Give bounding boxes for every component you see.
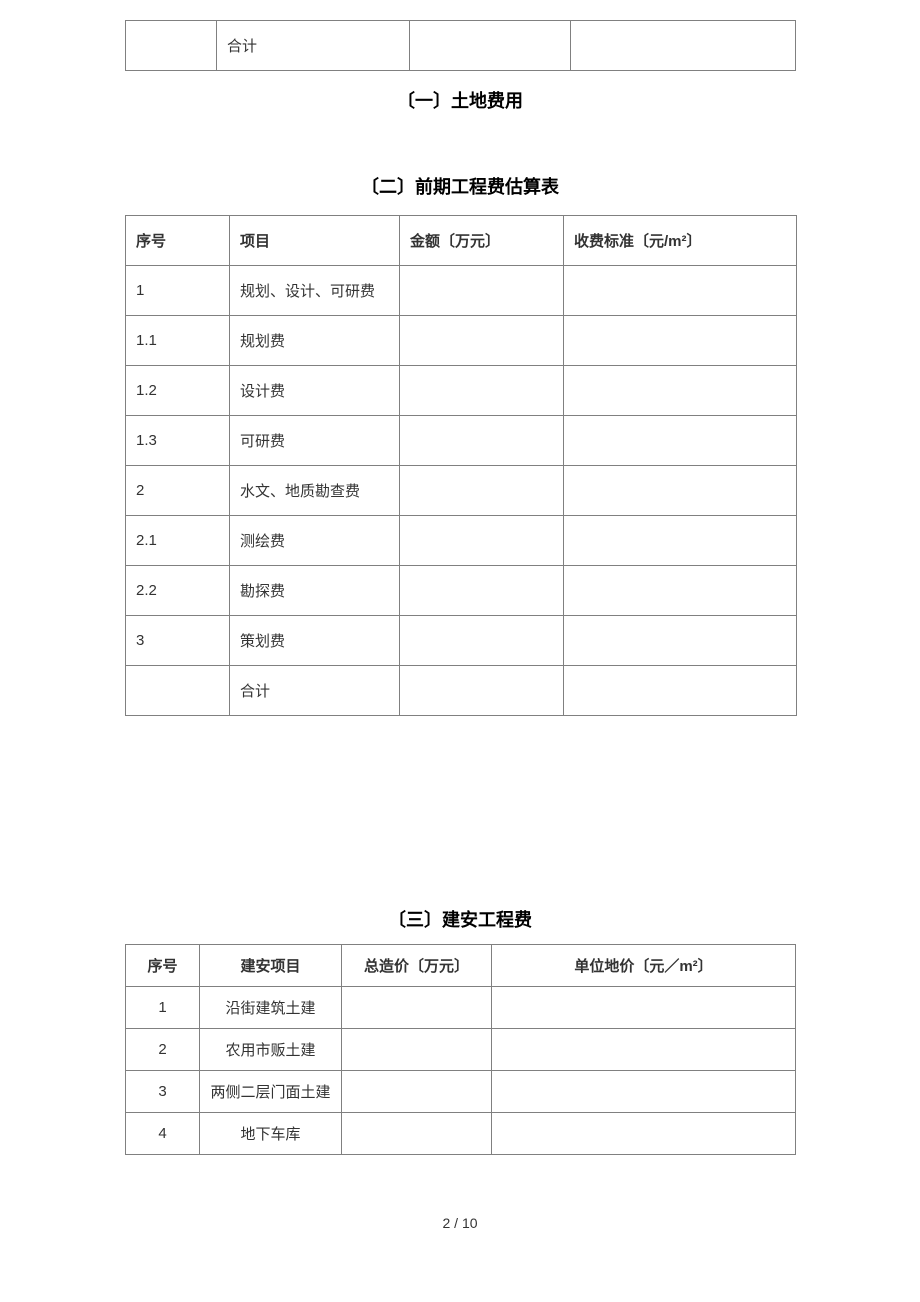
- table-cell: 策划费: [230, 616, 400, 666]
- spacer: [125, 716, 795, 906]
- table-row: 合计: [126, 21, 796, 71]
- table-cell: 2.1: [126, 516, 230, 566]
- table-cell: [342, 987, 492, 1029]
- table-row: 1规划、设计、可研费: [126, 266, 797, 316]
- section-title-land-fee: 〔一〕土地费用: [125, 87, 795, 113]
- table-cell: 两侧二层门面土建: [200, 1071, 342, 1113]
- table-cell: [492, 1029, 796, 1071]
- col-build-item: 建安项目: [200, 945, 342, 987]
- table-row: 2.1测绘费: [126, 516, 797, 566]
- table-row: 合计: [126, 666, 797, 716]
- table-cell: 合计: [230, 666, 400, 716]
- table-cell: [564, 266, 797, 316]
- table3-body: 1沿街建筑土建2农用市贩土建3两侧二层门面土建4地下车库: [126, 987, 796, 1155]
- table-cell: [410, 21, 571, 71]
- table-row: 4地下车库: [126, 1113, 796, 1155]
- table-cell: [564, 316, 797, 366]
- page-number: 2 / 10: [125, 1215, 795, 1231]
- table-cell: 2.2: [126, 566, 230, 616]
- table-cell: 农用市贩土建: [200, 1029, 342, 1071]
- table-row: 1沿街建筑土建: [126, 987, 796, 1029]
- table-cell: [400, 466, 564, 516]
- table-cell: 1.1: [126, 316, 230, 366]
- table-cell: 地下车库: [200, 1113, 342, 1155]
- col-seq: 序号: [126, 945, 200, 987]
- col-total-cost: 总造价〔万元〕: [342, 945, 492, 987]
- table-cell: [564, 516, 797, 566]
- table-cell: [400, 666, 564, 716]
- table-cell: [564, 366, 797, 416]
- col-unit-price: 单位地价〔元／m²〕: [492, 945, 796, 987]
- table-cell: 1: [126, 987, 200, 1029]
- table-cell: [400, 316, 564, 366]
- table-cell: [400, 416, 564, 466]
- table-cell: 测绘费: [230, 516, 400, 566]
- table-cell: [342, 1113, 492, 1155]
- page: 合计 〔一〕土地费用 〔二〕前期工程费估算表 序号 项目 金额〔万元〕 收费标准…: [0, 0, 920, 1261]
- table-row: 2.2勘探费: [126, 566, 797, 616]
- table-cell: [564, 566, 797, 616]
- table-cell: 2: [126, 466, 230, 516]
- table-row: 3策划费: [126, 616, 797, 666]
- table-cell: [564, 466, 797, 516]
- table-row: 1.2设计费: [126, 366, 797, 416]
- col-amount: 金额〔万元〕: [400, 216, 564, 266]
- table-pre-engineering: 序号 项目 金额〔万元〕 收费标准〔元/m²〕 1规划、设计、可研费1.1规划费…: [125, 215, 797, 716]
- table-cell: 规划费: [230, 316, 400, 366]
- table-cell: [400, 366, 564, 416]
- table-header-row: 序号 建安项目 总造价〔万元〕 单位地价〔元／m²〕: [126, 945, 796, 987]
- table-cell: [400, 616, 564, 666]
- table-cell: 水文、地质勘查费: [230, 466, 400, 516]
- table-cell: [564, 666, 797, 716]
- table-cell: [564, 416, 797, 466]
- table-cell: 设计费: [230, 366, 400, 416]
- table-cell: 1: [126, 266, 230, 316]
- table-header-row: 序号 项目 金额〔万元〕 收费标准〔元/m²〕: [126, 216, 797, 266]
- table-cell: 4: [126, 1113, 200, 1155]
- section-title-pre-engineering: 〔二〕前期工程费估算表: [125, 173, 795, 199]
- table-cell: 2: [126, 1029, 200, 1071]
- table-row: 2水文、地质勘查费: [126, 466, 797, 516]
- table-cell: [126, 666, 230, 716]
- table-row: 1.3可研费: [126, 416, 797, 466]
- table-cell: 规划、设计、可研费: [230, 266, 400, 316]
- table-cell: [492, 987, 796, 1029]
- section-title-construction: 〔三〕建安工程费: [125, 906, 795, 932]
- table-summary-top: 合计: [125, 20, 796, 71]
- table-row: 3两侧二层门面土建: [126, 1071, 796, 1113]
- table-cell: [492, 1113, 796, 1155]
- table-cell: [342, 1029, 492, 1071]
- table-cell: [492, 1071, 796, 1113]
- table-cell: 3: [126, 616, 230, 666]
- col-item: 项目: [230, 216, 400, 266]
- table-cell: [400, 516, 564, 566]
- table-cell: 沿街建筑土建: [200, 987, 342, 1029]
- table-cell: 合计: [217, 21, 410, 71]
- table-cell: [564, 616, 797, 666]
- table-cell: 1.3: [126, 416, 230, 466]
- table-cell: 3: [126, 1071, 200, 1113]
- table-cell: [126, 21, 217, 71]
- col-seq: 序号: [126, 216, 230, 266]
- table-cell: [342, 1071, 492, 1113]
- table-cell: 勘探费: [230, 566, 400, 616]
- table-construction: 序号 建安项目 总造价〔万元〕 单位地价〔元／m²〕 1沿街建筑土建2农用市贩土…: [125, 944, 796, 1155]
- table-cell: 1.2: [126, 366, 230, 416]
- table-cell: [571, 21, 796, 71]
- table2-body: 1规划、设计、可研费1.1规划费1.2设计费1.3可研费2水文、地质勘查费2.1…: [126, 266, 797, 716]
- table-cell: 可研费: [230, 416, 400, 466]
- table-cell: [400, 266, 564, 316]
- table1-body: 合计: [126, 21, 796, 71]
- table-cell: [400, 566, 564, 616]
- col-standard: 收费标准〔元/m²〕: [564, 216, 797, 266]
- table-row: 1.1规划费: [126, 316, 797, 366]
- table-row: 2农用市贩土建: [126, 1029, 796, 1071]
